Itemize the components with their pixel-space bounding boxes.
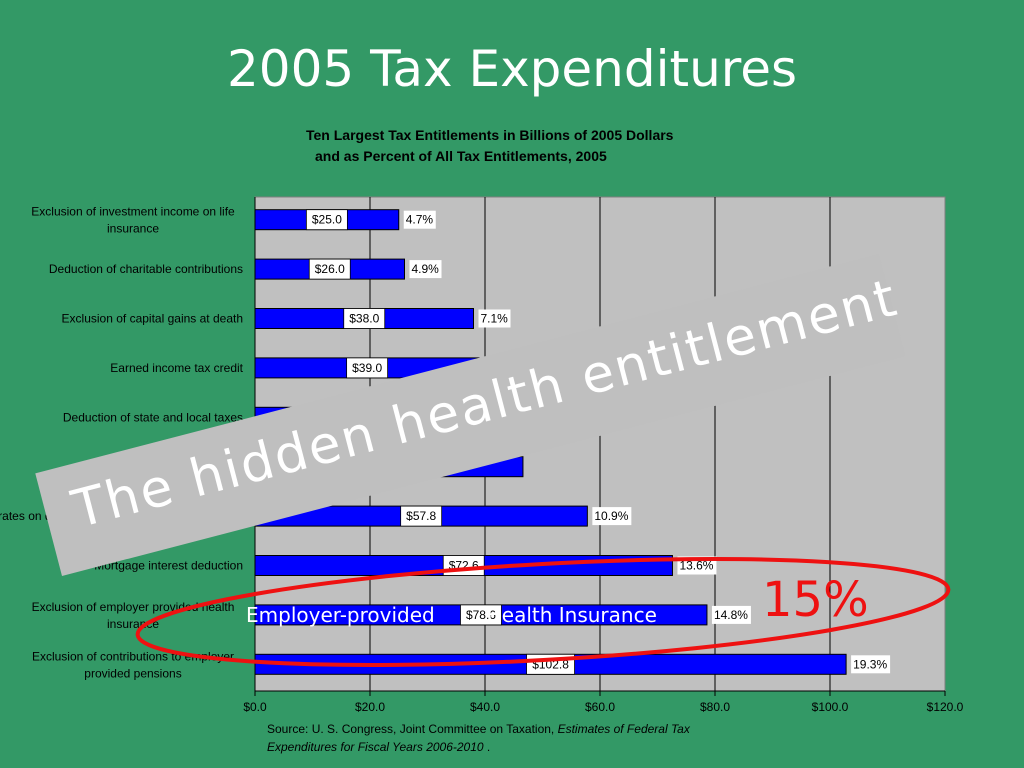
chart-title: Ten Largest Tax Entitlements in Billions…	[260, 125, 820, 167]
big-percent: 15%	[762, 572, 869, 628]
percent-label: 14.8%	[714, 608, 748, 622]
category-label: Exclusion of employer provided health ins…	[32, 600, 235, 631]
value-label: $38.0	[349, 312, 379, 326]
category-label: Exclusion of contributions to employer pr…	[32, 649, 234, 680]
category-label: Deduction of state and local taxes	[63, 410, 243, 424]
callout-right: Health Insurance	[486, 603, 657, 627]
value-label-box	[305, 209, 348, 231]
source-title: Estimates of Federal Tax Expenditures fo…	[267, 722, 690, 754]
value-label: $25.0	[312, 213, 342, 227]
value-label: $26.0	[315, 262, 345, 276]
percent-label: 10.9%	[594, 509, 628, 523]
category-label: Earned income tax credit	[110, 361, 243, 375]
x-tick-label: $40.0	[470, 700, 500, 714]
chart-subtitle-line: and as Percent of All Tax Entitlements, …	[315, 148, 607, 164]
value-label-box	[346, 357, 389, 379]
callout-left: Employer-provided	[246, 603, 435, 627]
chart-title-line: Ten Largest Tax Entitlements in Billions…	[306, 127, 674, 143]
percent-label: 7.1%	[481, 312, 509, 326]
category-label: Exclusion of investment income on life in…	[31, 205, 235, 236]
x-tick-label: $80.0	[700, 700, 730, 714]
percent-label: 19.3%	[853, 657, 887, 671]
value-label: $57.8	[406, 509, 436, 523]
value-label: $102.8	[532, 657, 569, 671]
category-label: Deduction of charitable contributions	[49, 262, 243, 276]
percent-label: 13.6%	[679, 559, 713, 573]
value-label-box	[400, 505, 443, 527]
percent-label: 4.7%	[406, 213, 434, 227]
source-note: Source: U. S. Congress, Joint Committee …	[267, 720, 737, 756]
percent-label: 4.9%	[412, 262, 440, 276]
percent-label-box	[592, 507, 632, 526]
x-tick-label: $0.0	[243, 700, 267, 714]
source-prefix: Source: U. S. Congress, Joint Committee …	[267, 722, 558, 736]
percent-label-box	[409, 260, 442, 279]
value-label-box	[308, 258, 351, 280]
x-tick-label: $120.0	[927, 700, 964, 714]
category-label: Exclusion of capital gains at death	[62, 312, 243, 326]
x-tick-label: $20.0	[355, 700, 385, 714]
source-suffix: .	[483, 740, 491, 754]
percent-label-box	[403, 210, 436, 229]
value-label: $72.6	[449, 559, 479, 573]
slide-title: 2005 Tax Expenditures	[226, 40, 798, 98]
callout-label: Employer-provided Health Insurance	[246, 603, 657, 627]
x-tick-label: $100.0	[812, 700, 849, 714]
value-label: $39.0	[352, 361, 382, 375]
percent-label-box	[478, 309, 511, 328]
value-label-box	[343, 308, 386, 329]
x-tick-label: $60.0	[585, 700, 615, 714]
